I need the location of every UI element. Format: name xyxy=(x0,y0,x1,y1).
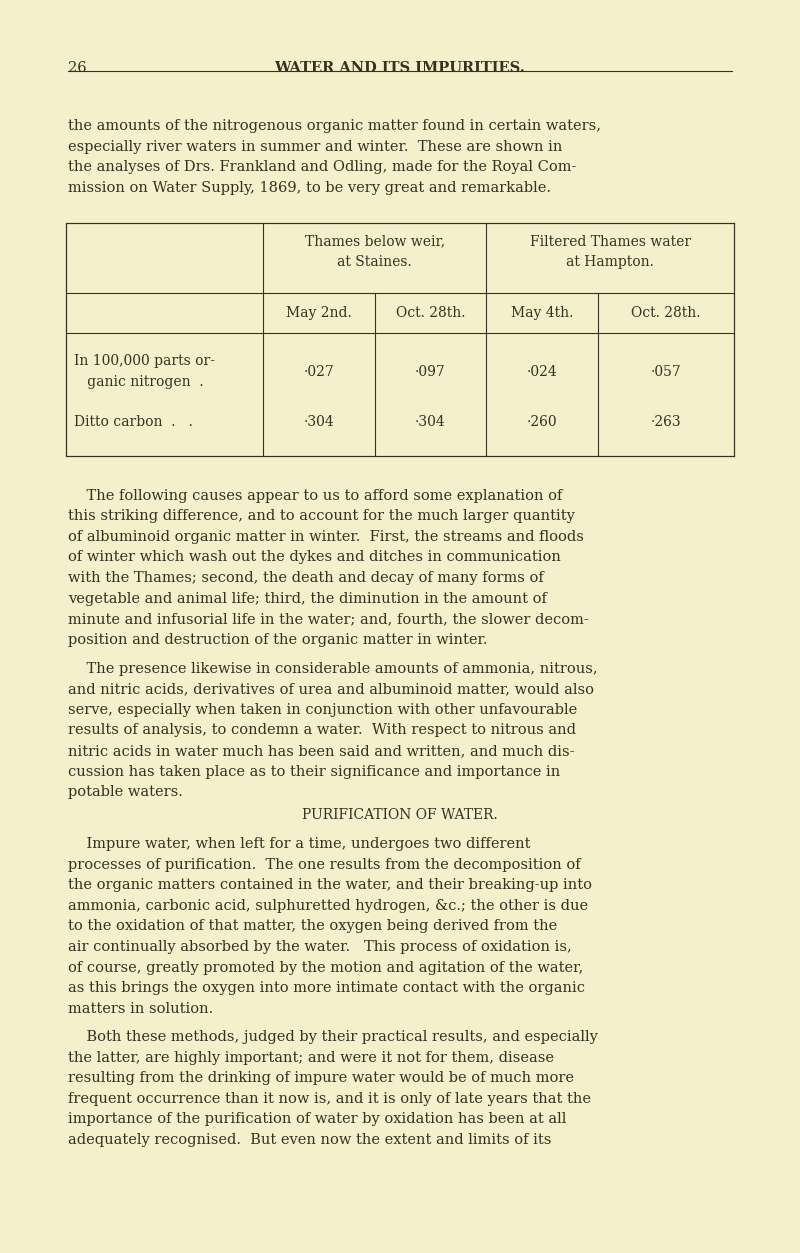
Text: Oct. 28th.: Oct. 28th. xyxy=(396,306,465,320)
Text: ·260: ·260 xyxy=(527,415,558,429)
Text: Ditto carbon  .   .: Ditto carbon . . xyxy=(74,415,193,429)
Text: The following causes appear to us to afford some explanation of
this striking di: The following causes appear to us to aff… xyxy=(68,489,589,647)
Text: May 4th.: May 4th. xyxy=(511,306,574,320)
Text: the amounts of the nitrogenous organic matter found in certain waters,
especiall: the amounts of the nitrogenous organic m… xyxy=(68,119,601,194)
Text: 26: 26 xyxy=(68,61,86,75)
Text: ·057: ·057 xyxy=(651,365,682,378)
Text: ·097: ·097 xyxy=(415,365,446,378)
Text: Filtered Thames water
at Hampton.: Filtered Thames water at Hampton. xyxy=(530,234,691,268)
Text: PURIFICATION OF WATER.: PURIFICATION OF WATER. xyxy=(302,808,498,822)
Text: ·027: ·027 xyxy=(303,365,334,378)
Text: In 100,000 parts or-
   ganic nitrogen  .: In 100,000 parts or- ganic nitrogen . xyxy=(74,355,214,390)
Text: WATER AND ITS IMPURITIES.: WATER AND ITS IMPURITIES. xyxy=(274,61,526,75)
Text: Oct. 28th.: Oct. 28th. xyxy=(631,306,701,320)
Text: The presence likewise in considerable amounts of ammonia, nitrous,
and nitric ac: The presence likewise in considerable am… xyxy=(68,662,598,799)
Text: May 2nd.: May 2nd. xyxy=(286,306,352,320)
Text: ·024: ·024 xyxy=(526,365,558,378)
Text: Both these methods, judged by their practical results, and especially
the latter: Both these methods, judged by their prac… xyxy=(68,1030,598,1146)
Bar xyxy=(66,223,734,456)
Text: ·304: ·304 xyxy=(415,415,446,429)
Text: ·304: ·304 xyxy=(303,415,334,429)
Text: ·263: ·263 xyxy=(651,415,682,429)
Text: Thames below weir,
at Staines.: Thames below weir, at Staines. xyxy=(305,234,445,268)
Text: Impure water, when left for a time, undergoes two different
processes of purific: Impure water, when left for a time, unde… xyxy=(68,837,592,1016)
